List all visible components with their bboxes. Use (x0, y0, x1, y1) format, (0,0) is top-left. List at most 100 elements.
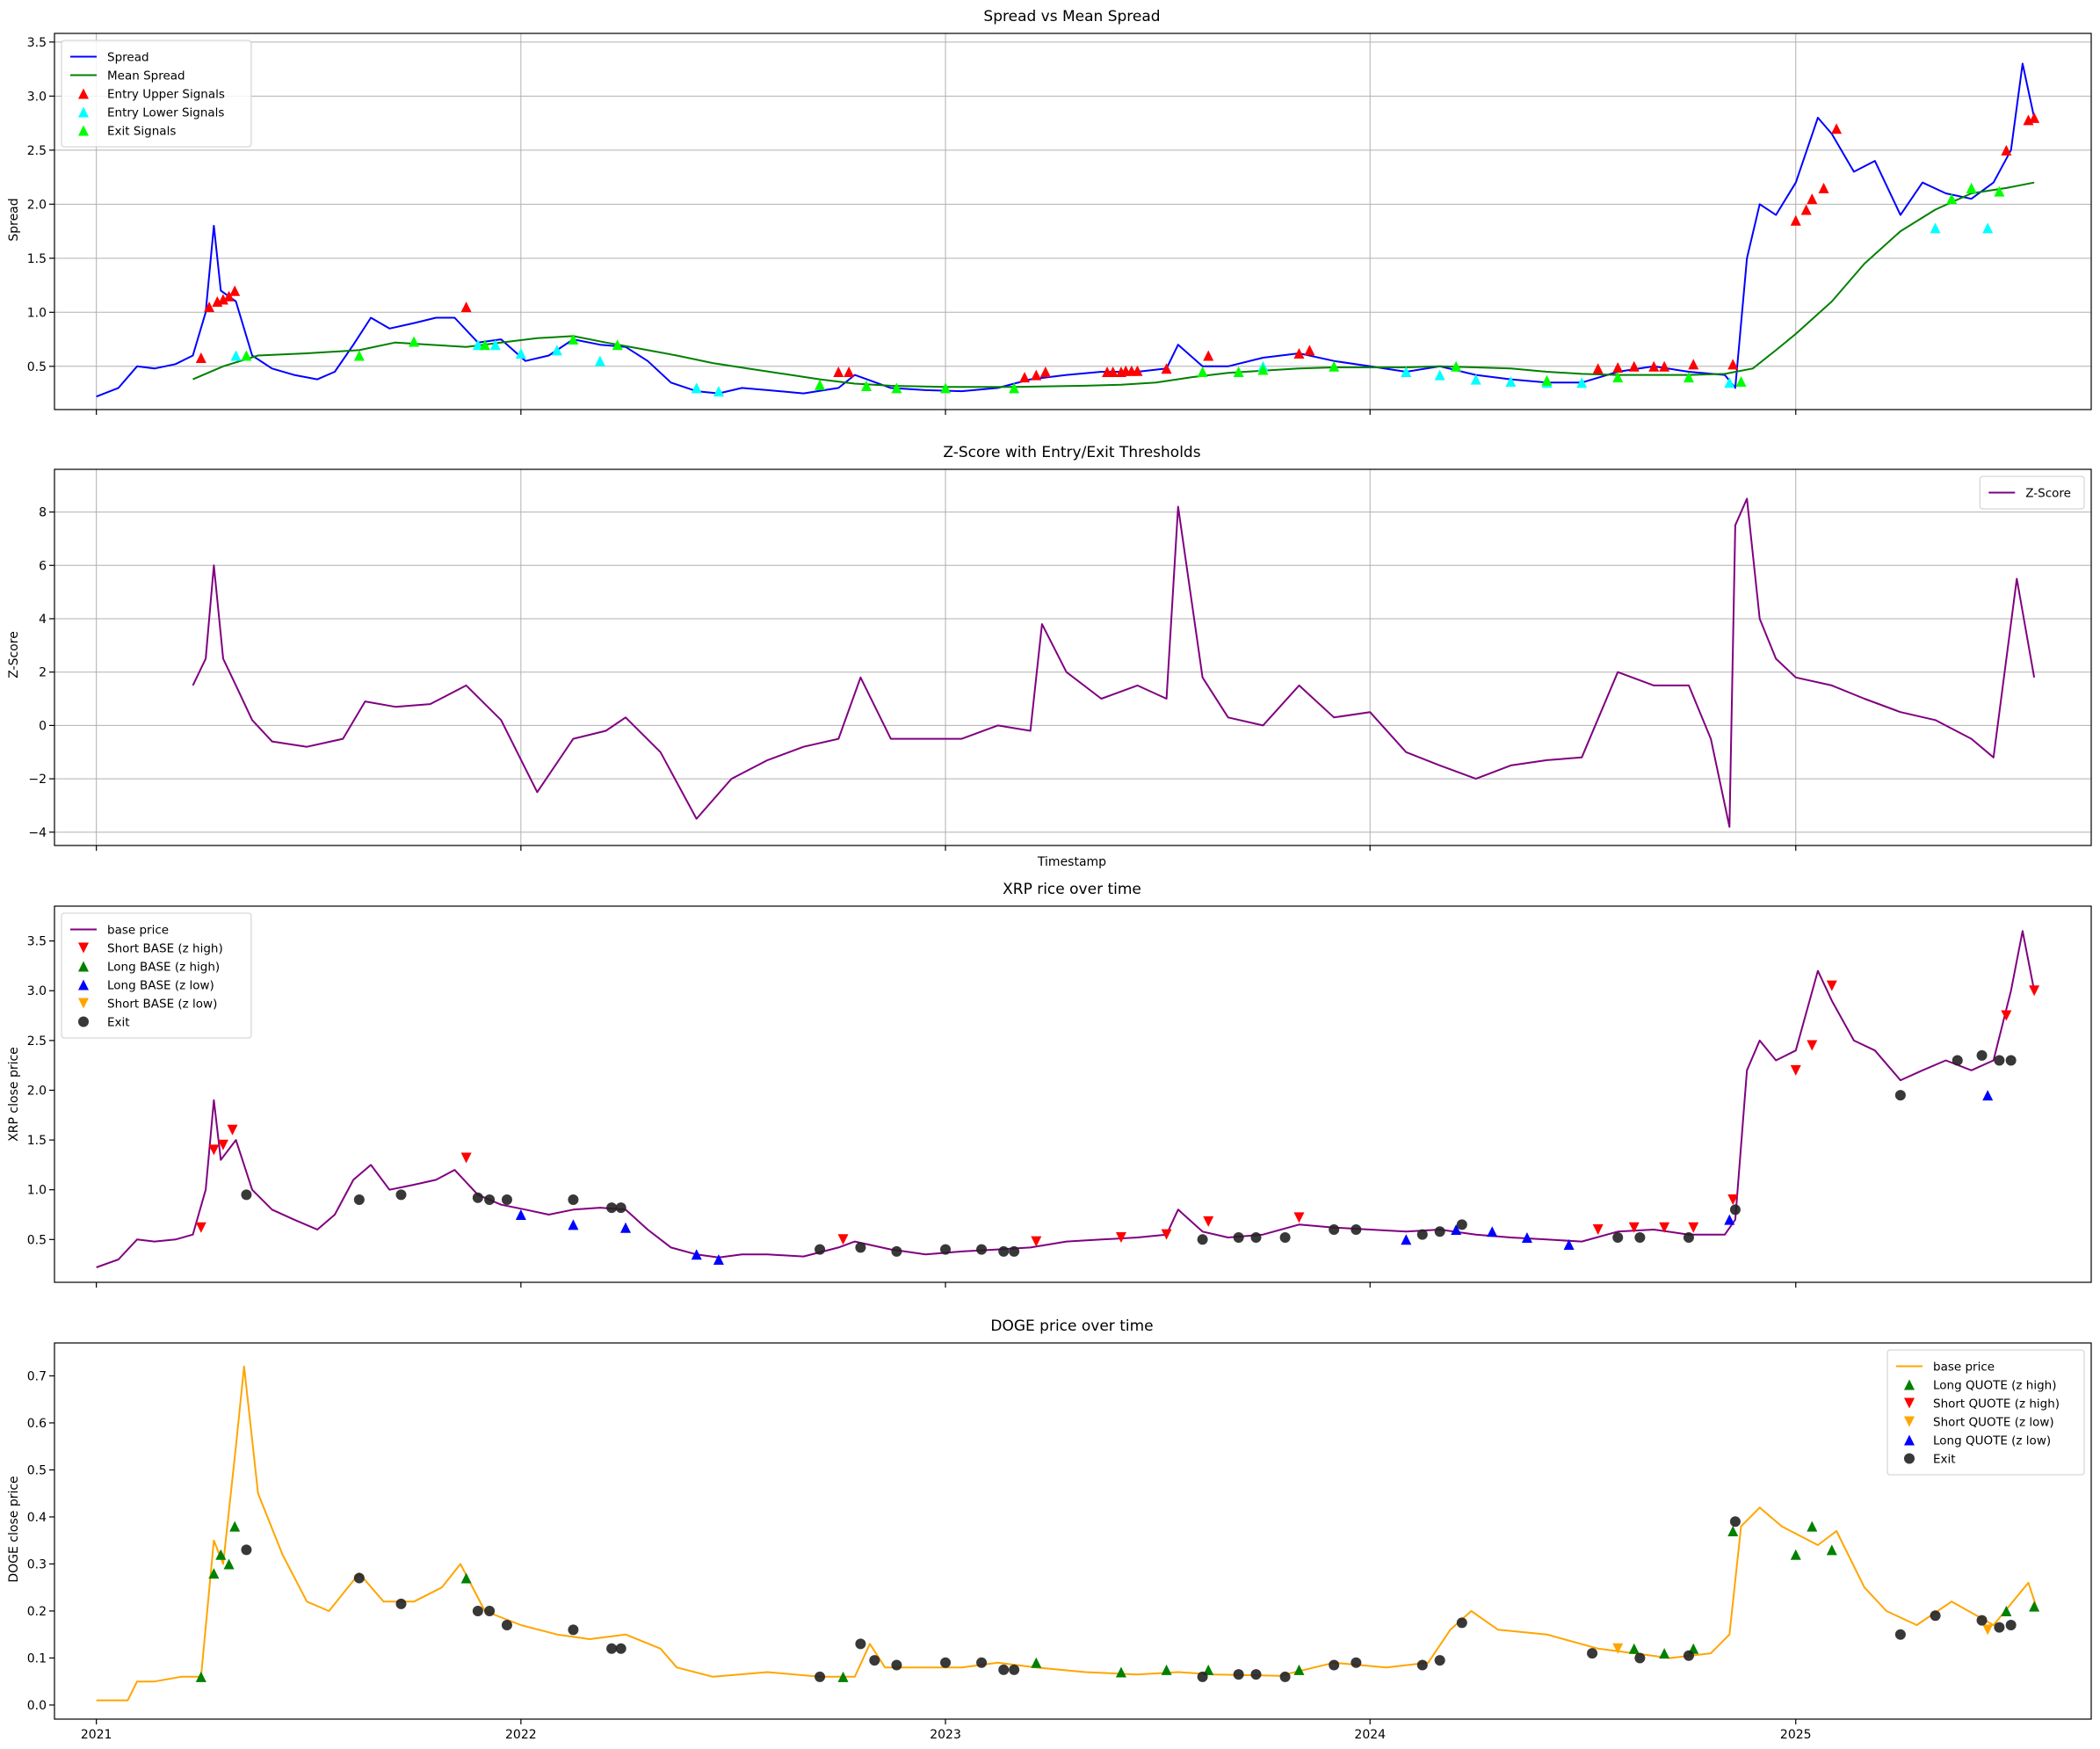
xrp-price-chart: XRP rice over time XRP close price 0.5 1.… (7, 881, 2092, 1288)
spread-ytick-label-4: 2.5 (27, 144, 47, 158)
xrp-legend-label-5: Exit (107, 1016, 130, 1030)
doge-long-quote-z-high-point-1 (208, 1568, 220, 1579)
doge-exit-point-27 (1634, 1652, 1646, 1664)
doge-exit-point-25 (1456, 1617, 1467, 1629)
xrp-short-base-z-high-point-20 (2029, 985, 2040, 997)
spread-entry-upper-signals-point-17 (1132, 365, 1143, 376)
doge-long-quote-z-high-point-13 (1659, 1648, 1670, 1659)
xrp-legend-label-1: Short BASE (z high) (107, 942, 223, 956)
doge-long-quote-z-high-point-18 (1826, 1544, 1837, 1556)
xrp-long-base-z-low-point-6 (1451, 1223, 1462, 1235)
doge-legend-box (1886, 1349, 2085, 1476)
xrp-exit-point-25 (1612, 1232, 1624, 1244)
doge-short-quote-z-low-point-1 (1982, 1624, 1994, 1636)
zscore-legend-box (1979, 475, 2085, 510)
doge-xtick-label-3: 2024 (1354, 1728, 1386, 1742)
spread-entry-lower-signals-point-0 (230, 350, 242, 361)
spread-entry-upper-signals-point-24 (1628, 360, 1640, 372)
doge-long-quote-z-high-point-19 (2001, 1605, 2012, 1616)
xrp-exit-point-5 (501, 1194, 512, 1206)
xrp-short-base-z-high-point-6 (1031, 1236, 1042, 1247)
spread-exit-signals-point-0 (241, 350, 252, 361)
xrp-exit-point-24 (1456, 1219, 1467, 1230)
xrp-series-long-base-z-low (515, 1090, 1994, 1265)
spread-exit-signals-point-13 (1257, 364, 1269, 375)
xrp-exit-point-17 (1233, 1232, 1244, 1244)
doge-exit-point-3 (472, 1605, 483, 1616)
spread-entry-upper-signals-point-32 (1818, 182, 1829, 193)
spread-exit-signals-point-5 (612, 339, 623, 351)
spread-series-mean-spread (192, 181, 2035, 388)
xrp-short-base-z-high-point-16 (1790, 1064, 1801, 1076)
zscore-legend-label-0: Z-Score (2025, 487, 2071, 501)
xrp-long-base-z-low-point-10 (1724, 1214, 1735, 1225)
spread-chart-ylabel: Spread (7, 198, 21, 241)
xrp-short-base-z-high-point-2 (217, 1139, 228, 1150)
doge-long-quote-z-high-point-12 (1628, 1643, 1640, 1654)
spread-exit-signals-point-17 (1612, 372, 1624, 383)
doge-exit-point-8 (615, 1643, 626, 1654)
doge-exit-point-6 (568, 1624, 579, 1636)
spread-entry-upper-signals-point-7 (833, 366, 844, 377)
xrp-exit-point-0 (241, 1189, 252, 1201)
xrp-legend-swatch-1 (78, 942, 89, 954)
spread-series-spread (96, 62, 2036, 398)
doge-ytick-label-1: 0.1 (27, 1651, 47, 1666)
doge-exit-point-26 (1587, 1648, 1598, 1659)
spread-entry-lower-signals-point-10 (1434, 369, 1445, 381)
xrp-long-base-z-low-point-9 (1563, 1238, 1575, 1250)
doge-long-quote-z-high-point-6 (837, 1671, 849, 1682)
xrp-exit-point-21 (1351, 1223, 1362, 1235)
xrp-exit-point-33 (2005, 1055, 2017, 1066)
spread-entry-lower-signals-point-17 (1982, 222, 1994, 234)
doge-xtick-label-2: 2023 (930, 1728, 961, 1742)
doge-long-quote-z-high-point-7 (1031, 1657, 1042, 1668)
doge-exit-point-19 (1250, 1669, 1262, 1680)
spread-legend-label-0: Spread (107, 51, 149, 65)
spread-entry-upper-signals-point-29 (1790, 214, 1801, 226)
xrp-exit-point-16 (1197, 1234, 1208, 1245)
zscore-chart-ylabel: Z-Score (7, 631, 21, 679)
xrp-exit-point-11 (891, 1245, 902, 1257)
spread-entry-upper-signals-point-30 (1800, 204, 1812, 215)
spread-exit-signals-point-1 (353, 350, 365, 361)
doge-exit-point-16 (1009, 1664, 1020, 1675)
spread-entry-upper-signals-point-23 (1612, 362, 1624, 374)
xrp-exit-point-26 (1634, 1232, 1646, 1244)
spread-exit-signals-point-15 (1451, 360, 1462, 372)
xrp-short-base-z-high-point-14 (1688, 1222, 1699, 1233)
xrp-exit-point-1 (353, 1194, 365, 1206)
xrp-exit-point-13 (976, 1244, 988, 1255)
spread-series-entry-upper-signals (195, 112, 2040, 383)
doge-exit-point-30 (1894, 1629, 1906, 1640)
doge-short-quote-z-low-point-0 (1612, 1643, 1624, 1654)
spread-exit-signals-point-18 (1683, 372, 1694, 383)
xrp-short-base-z-high-point-11 (1592, 1223, 1604, 1235)
xrp-exit-point-18 (1250, 1232, 1262, 1244)
xrp-exit-point-9 (815, 1244, 826, 1255)
xrp-exit-point-6 (568, 1194, 579, 1206)
spread-ytick-label-2: 1.5 (27, 252, 47, 266)
xrp-exit-point-10 (855, 1242, 866, 1253)
xrp-legend-swatch-4 (78, 998, 89, 1009)
xrp-short-base-z-high-point-4 (460, 1152, 472, 1164)
doge-long-quote-z-high-point-2 (215, 1549, 227, 1560)
xrp-exit-point-23 (1434, 1226, 1445, 1237)
spread-entry-upper-signals-point-21 (1304, 345, 1315, 356)
xrp-chart-legend: base price Short BASE (z high) Long BASE (… (61, 912, 252, 1039)
xrp-series-exit (241, 1049, 2017, 1257)
doge-xtick-label-1: 2022 (505, 1728, 537, 1742)
spread-entry-upper-signals-point-11 (1039, 366, 1051, 377)
spread-entry-lower-signals-point-1 (472, 339, 483, 351)
xrp-long-base-z-low-point-1 (568, 1219, 579, 1230)
spread-entry-upper-signals-point-33 (1831, 123, 1843, 134)
spread-entry-upper-signals-point-3 (217, 294, 228, 305)
spread-entry-lower-signals-point-4 (551, 345, 562, 356)
spread-entry-lower-signals-point-14 (1576, 377, 1588, 388)
doge-xtick-label-0: 2021 (81, 1728, 112, 1742)
xrp-exit-point-4 (484, 1194, 496, 1206)
xrp-exit-point-28 (1729, 1204, 1741, 1216)
spread-ytick-label-3: 2.0 (27, 198, 47, 212)
zscore-ytick-label-1: −2 (28, 773, 47, 787)
spread-ytick-label-0: 0.5 (27, 360, 47, 374)
